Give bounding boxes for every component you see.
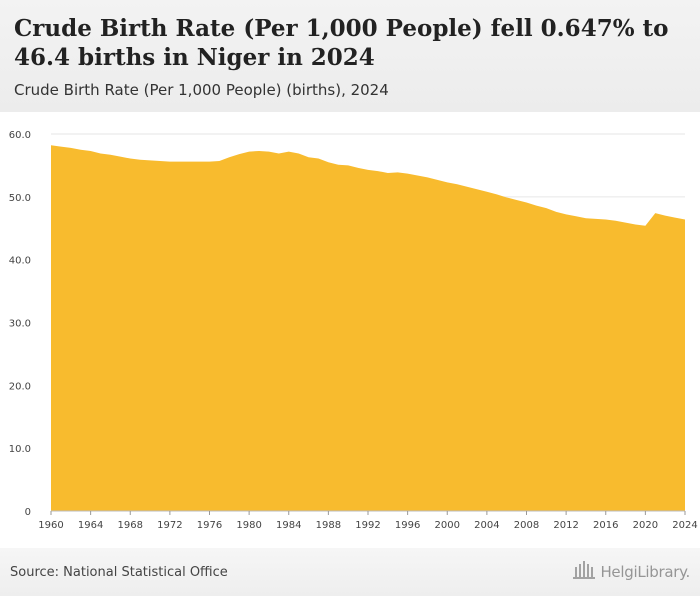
area-series <box>51 145 685 511</box>
brand-name: HelgiLibrary. <box>600 563 690 581</box>
x-tick-label: 1992 <box>355 520 380 531</box>
chart-title: Crude Birth Rate (Per 1,000 People) fell… <box>14 15 669 71</box>
x-tick-label: 1968 <box>118 520 143 531</box>
x-tick-label: 1980 <box>236 520 261 531</box>
x-tick-label: 2008 <box>514 520 539 531</box>
x-tick-label: 2016 <box>593 520 618 531</box>
area-chart: 0 10.0 20.0 30.0 40.0 50.0 60.0 1960 1964 1968 197… <box>9 130 698 531</box>
x-tick-label: 1988 <box>316 520 341 531</box>
y-tick-label: 0 <box>25 507 31 518</box>
x-tick-label: 1996 <box>395 520 420 531</box>
x-tick-label: 1976 <box>197 520 222 531</box>
x-tick-label: 1964 <box>78 520 103 531</box>
y-tick-label: 50.0 <box>9 193 31 204</box>
x-tick-label: 1960 <box>38 520 63 531</box>
y-tick-label: 30.0 <box>9 319 31 330</box>
chart-subtitle: Crude Birth Rate (Per 1,000 People) (bir… <box>14 81 389 99</box>
y-tick-label: 60.0 <box>9 130 31 141</box>
y-tick-label: 20.0 <box>9 381 31 392</box>
x-tick-label: 2020 <box>633 520 658 531</box>
x-tick-label: 2012 <box>553 520 578 531</box>
x-tick-label: 2024 <box>672 520 697 531</box>
x-tick-label: 1984 <box>276 520 301 531</box>
y-tick-label: 10.0 <box>9 444 31 455</box>
footer: Source: National Statistical Office Helg… <box>0 548 700 596</box>
brand-logo[interactable]: HelgiLibrary. <box>572 560 690 584</box>
header: Crude Birth Rate (Per 1,000 People) fell… <box>0 0 700 112</box>
y-tick-label: 40.0 <box>9 256 31 267</box>
source-note: Source: National Statistical Office <box>10 565 228 580</box>
x-tick-label: 1972 <box>157 520 182 531</box>
library-columns-icon <box>572 559 596 585</box>
x-tick-label: 2004 <box>474 520 499 531</box>
x-tick-label: 2000 <box>435 520 460 531</box>
